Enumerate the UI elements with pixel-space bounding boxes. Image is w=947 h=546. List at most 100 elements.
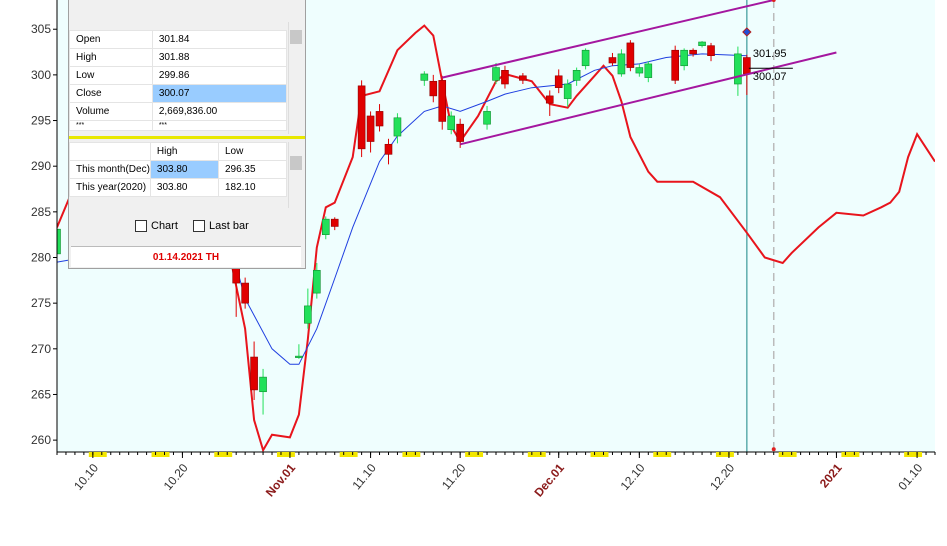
candle-body (304, 305, 312, 324)
y-tick-label: 290 (31, 159, 51, 173)
checkbox[interactable]: Last bar (193, 220, 249, 232)
scrollbar[interactable] (288, 142, 303, 208)
x-tick-label: 10.10 (71, 461, 101, 493)
cell: 296.35 (217, 160, 288, 179)
candle-body (689, 49, 697, 55)
cell: 303.80 (149, 178, 219, 197)
cell: Low (217, 142, 288, 161)
candle-body (554, 75, 563, 88)
candle-body (519, 75, 527, 81)
candle-body (483, 111, 491, 125)
cell: Low (69, 66, 153, 85)
line (57, 53, 747, 365)
weekend-mark (402, 452, 421, 457)
candle-body (375, 111, 384, 127)
marker (742, 27, 752, 37)
separator (69, 136, 305, 139)
cell: *** (151, 120, 288, 131)
candle-body (617, 53, 626, 75)
candle-body (563, 83, 572, 99)
cell: 301.84 (151, 30, 288, 49)
candle-body (626, 42, 635, 68)
candle-body (635, 67, 644, 74)
weekend-mark (590, 452, 609, 457)
candle-body (680, 49, 688, 67)
cell: This month(Dec) (69, 160, 151, 179)
candle-body (57, 228, 61, 255)
candle-body (608, 57, 617, 64)
candle-body (447, 115, 456, 130)
weekend-mark (276, 452, 295, 457)
x-tick-label: 01.10 (895, 461, 925, 493)
checkbox-box[interactable] (135, 220, 147, 232)
candle-body (357, 85, 366, 150)
candle-body (384, 143, 393, 155)
cell: Open (69, 30, 153, 49)
candle-body (743, 57, 751, 75)
weekend-mark (151, 452, 170, 457)
cell: 2,669,836.00 (151, 102, 288, 121)
candle-body (366, 115, 375, 142)
candle-body (259, 376, 267, 393)
line (57, 24, 935, 452)
y-tick-label: 305 (31, 22, 51, 36)
weekend-mark (841, 452, 860, 457)
x-tick-label: 11.10 (349, 461, 379, 493)
weekend-mark (214, 452, 233, 457)
cell: 301.88 (151, 48, 288, 67)
candle-body (438, 80, 447, 122)
weekend-mark (527, 452, 546, 457)
cell (69, 142, 151, 161)
cell: 303.80 (149, 160, 219, 179)
info-panel: Open 301.84 High 301.88 Low 299.86 Close 300… (68, 0, 306, 269)
weekend-mark (339, 452, 358, 457)
weekend-mark (465, 452, 484, 457)
candle-body (572, 70, 581, 81)
scroll-thumb[interactable] (290, 30, 302, 44)
cell: Volume (69, 102, 153, 121)
candle-body (313, 269, 321, 294)
price-tag: 300.07 (753, 71, 787, 83)
cell: This year(2020) (69, 178, 151, 197)
y-tick-label: 275 (31, 296, 51, 310)
x-tick-label: 12.10 (618, 461, 648, 493)
cell: High (149, 142, 219, 161)
y-tick-label: 295 (31, 114, 51, 128)
candle-body (707, 45, 715, 57)
candle-body (671, 49, 679, 81)
date-label: 01.14.2021 TH (71, 246, 301, 267)
x-tick-label: Dec.01 (531, 461, 567, 500)
y-tick-label: 260 (31, 433, 51, 447)
cell: *** (69, 120, 153, 131)
x-tick-label: 2021 (817, 461, 845, 491)
scroll-thumb[interactable] (290, 156, 302, 170)
candle-body (698, 41, 706, 46)
weekend-mark (904, 452, 923, 457)
marker (771, 0, 776, 2)
cell: 300.07 (151, 84, 288, 103)
candle-body (644, 63, 653, 78)
candle-body (429, 80, 438, 97)
candle-body (456, 123, 464, 142)
y-tick-label: 285 (31, 205, 51, 219)
weekend-mark (88, 452, 107, 457)
checkbox-label[interactable]: Chart (151, 220, 178, 232)
checkbox[interactable]: Chart (135, 220, 178, 232)
weekend-mark (715, 452, 734, 457)
cell: 299.86 (151, 66, 288, 85)
candle-body (501, 70, 509, 85)
candle-body (492, 67, 500, 81)
candle-body (241, 282, 249, 304)
y-tick-label: 300 (31, 68, 51, 82)
y-tick-label: 280 (31, 251, 51, 265)
checkbox-box[interactable] (193, 220, 205, 232)
candle-body (581, 49, 590, 67)
cell: Close (69, 84, 153, 103)
candle-body (734, 53, 742, 85)
candle-body (250, 356, 258, 391)
cell: High (69, 48, 153, 67)
scrollbar[interactable] (288, 22, 303, 134)
checkbox-label[interactable]: Last bar (209, 220, 249, 232)
